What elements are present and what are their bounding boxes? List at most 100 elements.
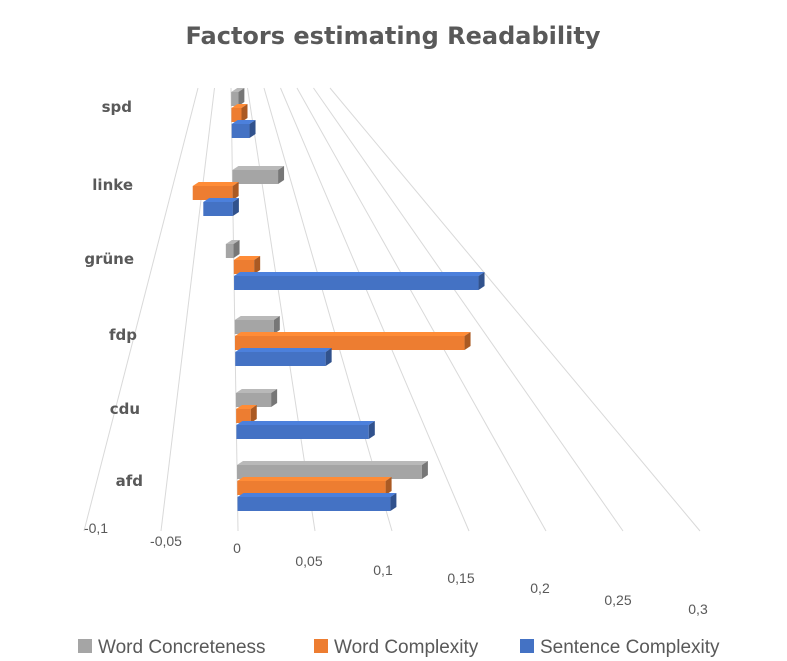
category-labels: spd linke grüne fdp cdu afd — [84, 98, 143, 490]
bar-side-face — [273, 316, 280, 334]
bar-spd-2 — [231, 120, 256, 138]
bar-spd-1 — [231, 104, 248, 122]
x-tick-label: -0,05 — [150, 533, 182, 549]
bar-top-face — [237, 461, 428, 465]
bar-front-face — [236, 409, 251, 423]
bar-top-face — [233, 256, 261, 260]
x-tick-label: 0,25 — [604, 592, 631, 608]
bar-side-face — [421, 461, 428, 479]
bar-top-face — [236, 421, 375, 425]
gridline — [263, 87, 393, 532]
bar-front-face — [192, 186, 233, 200]
legend-item-0: Word Concreteness — [78, 637, 266, 658]
bar-side-face — [241, 104, 248, 122]
bar-side-face — [478, 272, 485, 290]
bar-top-face — [236, 405, 257, 409]
bar-top-face — [231, 120, 256, 124]
chart-title: Factors estimating Readability — [186, 22, 601, 50]
bar-top-face — [235, 348, 332, 352]
bar-side-face — [385, 477, 392, 495]
bar-front-face — [235, 352, 326, 366]
gridline — [247, 87, 316, 532]
bar-spd-0 — [231, 88, 245, 106]
bar-afd-2 — [237, 493, 397, 511]
x-tick-label: -0,1 — [84, 520, 108, 536]
bar-front-face — [234, 276, 479, 290]
bar-side-face — [325, 348, 332, 366]
gridline — [160, 87, 215, 532]
legend-label: Sentence Complexity — [540, 637, 720, 658]
bar-afd-1 — [237, 477, 392, 495]
gridline — [296, 87, 547, 532]
bar-top-face — [235, 389, 278, 393]
bar-grüne-1 — [233, 256, 261, 274]
legend-item-2: Sentence Complexity — [520, 637, 720, 658]
bar-front-face — [225, 244, 234, 258]
bar-side-face — [232, 198, 239, 216]
legend-swatch — [314, 639, 328, 653]
bar-fdp-1 — [234, 332, 471, 350]
x-tick-label: 0,3 — [688, 601, 708, 617]
bar-linke-0 — [232, 166, 285, 184]
bar-front-face — [231, 92, 239, 106]
bar-side-face — [249, 120, 256, 138]
category-label-3: fdp — [109, 326, 137, 344]
category-label-4: cdu — [110, 400, 140, 418]
bar-top-face — [231, 88, 245, 92]
bar-side-face — [464, 332, 471, 350]
legend-item-1: Word Complexity — [314, 637, 479, 658]
bar-side-face — [390, 493, 397, 511]
bar-side-face — [278, 166, 285, 184]
bar-front-face — [203, 202, 233, 216]
bar-front-face — [231, 108, 242, 122]
bar-fdp-0 — [234, 316, 280, 334]
bar-cdu-1 — [236, 405, 257, 423]
bar-front-face — [236, 425, 369, 439]
bar-grüne-0 — [225, 240, 240, 258]
bar-top-face — [231, 104, 248, 108]
bar-top-face — [237, 493, 397, 497]
bar-top-face — [232, 166, 285, 170]
gridline — [83, 87, 199, 532]
bar-top-face — [234, 332, 471, 336]
bar-side-face — [271, 389, 278, 407]
bar-linke-2 — [203, 198, 239, 216]
bar-front-face — [234, 320, 274, 334]
bar-cdu-2 — [236, 421, 375, 439]
gridlines — [83, 87, 701, 532]
x-tick-label: 0,1 — [373, 562, 393, 578]
category-label-0: spd — [102, 98, 132, 116]
bar-top-face — [234, 316, 280, 320]
bar-cdu-0 — [235, 389, 278, 407]
bar-linke-1 — [192, 182, 239, 200]
bar-front-face — [237, 497, 391, 511]
bar-front-face — [237, 481, 386, 495]
x-tick-label: 0 — [233, 540, 241, 556]
bar-side-face — [233, 240, 240, 258]
bar-top-face — [234, 272, 485, 276]
bar-front-face — [237, 465, 422, 479]
x-axis-tick-labels: -0,1 -0,05 0 0,05 0,1 0,15 0,2 0,25 0,3 — [84, 520, 708, 617]
gridline — [280, 87, 470, 532]
bar-side-face — [250, 405, 257, 423]
legend: Word Concreteness Word Complexity Sentence… — [78, 637, 720, 658]
bar-grüne-2 — [234, 272, 485, 290]
bar-side-face — [368, 421, 375, 439]
category-label-5: afd — [116, 472, 143, 490]
bars — [192, 88, 485, 511]
bar-front-face — [233, 260, 255, 274]
bar-top-face — [225, 240, 240, 244]
x-tick-label: 0,05 — [295, 553, 322, 569]
bar-top-face — [192, 182, 239, 186]
legend-label: Word Concreteness — [98, 637, 266, 658]
category-label-1: linke — [92, 176, 133, 194]
bar-afd-0 — [237, 461, 428, 479]
bar-top-face — [203, 198, 239, 202]
legend-swatch — [520, 639, 534, 653]
bar-front-face — [231, 124, 250, 138]
category-label-2: grüne — [84, 250, 134, 268]
bar-front-face — [234, 336, 465, 350]
bar-side-face — [254, 256, 261, 274]
bar-top-face — [237, 477, 392, 481]
